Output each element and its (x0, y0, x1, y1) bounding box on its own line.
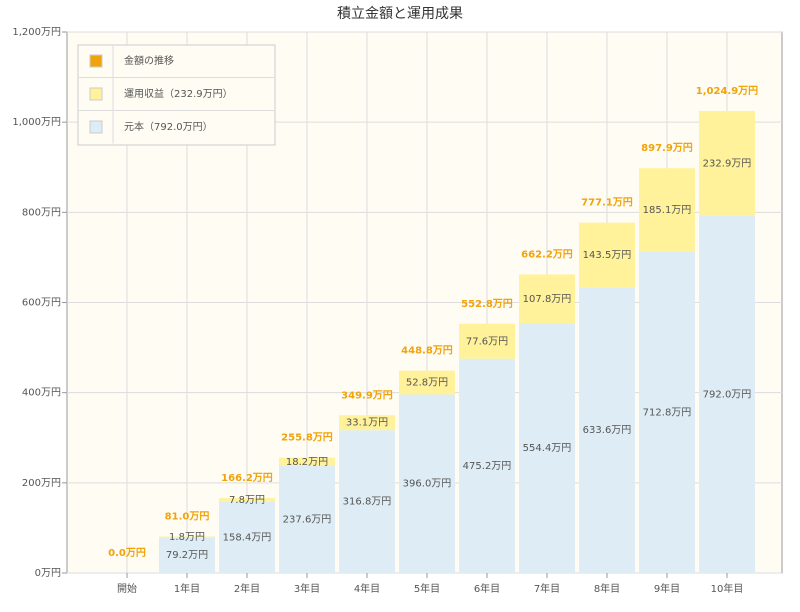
legend-label: 金額の推移 (124, 54, 174, 67)
y-tick-label: 1,200万円 (12, 27, 61, 38)
legend-label: 運用収益（232.9万円） (124, 87, 233, 100)
bar-segment (399, 370, 455, 395)
segment-label: 77.6万円 (466, 336, 508, 347)
x-tick-label: 開始 (117, 582, 137, 595)
segment-label: 712.8万円 (643, 407, 692, 418)
bar-segment (579, 222, 635, 288)
bar-segment (579, 287, 635, 573)
bar-segment (399, 394, 455, 573)
legend-swatch (89, 54, 103, 68)
bar-segment (339, 415, 395, 431)
y-tick-label: 200万円 (22, 478, 61, 489)
total-label: 448.8万円 (401, 345, 453, 357)
x-tick-label: 10年目 (711, 582, 744, 595)
segment-label: 185.1万円 (643, 205, 692, 216)
segment-label: 33.1万円 (346, 418, 388, 429)
bar-segment (699, 215, 755, 573)
bar-segment (339, 430, 395, 573)
bar-segment (159, 536, 215, 538)
segment-label: 79.2万円 (166, 550, 208, 561)
segment-label: 7.8万円 (229, 495, 265, 506)
total-label: 1,024.9万円 (696, 85, 758, 97)
bar-segment (279, 457, 335, 466)
bar-segment (519, 274, 575, 324)
segment-label: 52.8万円 (406, 378, 448, 389)
segment-label: 143.5万円 (583, 250, 632, 261)
y-tick-label: 600万円 (22, 298, 61, 309)
bar-segment (519, 323, 575, 573)
segment-label: 232.9万円 (703, 158, 752, 169)
chart-title: 積立金額と運用成果 (337, 6, 463, 22)
segment-label: 158.4万円 (223, 532, 272, 543)
x-tick-label: 8年目 (594, 582, 620, 595)
y-tick-label: 1,000万円 (12, 117, 61, 128)
segment-label: 18.2万円 (286, 457, 328, 468)
segment-label: 1.8万円 (169, 532, 205, 543)
legend-swatch (89, 87, 103, 101)
total-label: 552.8万円 (461, 298, 513, 310)
bar-segment (639, 168, 695, 252)
total-label: 897.9万円 (641, 142, 693, 154)
x-tick-label: 3年目 (294, 582, 320, 595)
total-label: 255.8万円 (281, 432, 333, 444)
bar-segment (279, 465, 335, 573)
x-tick-label: 1年目 (174, 582, 200, 595)
y-tick-label: 400万円 (22, 388, 61, 399)
legend-label: 元本（792.0万円） (124, 120, 213, 133)
total-label: 349.9万円 (341, 389, 393, 401)
x-tick-label: 2年目 (234, 582, 260, 595)
total-label: 166.2万円 (221, 472, 273, 484)
segment-label: 107.8万円 (523, 294, 572, 305)
x-tick-label: 9年目 (654, 582, 680, 595)
segment-label: 475.2万円 (463, 461, 512, 472)
bar-segment (219, 501, 275, 573)
x-tick-label: 5年目 (414, 582, 440, 595)
bar-segment (219, 498, 275, 502)
bar-segment (459, 358, 515, 573)
total-label: 777.1万円 (581, 197, 633, 209)
x-tick-label: 4年目 (354, 582, 380, 595)
segment-label: 792.0万円 (703, 389, 752, 400)
bar-segment (699, 110, 755, 216)
legend-box (77, 44, 276, 146)
segment-label: 554.4万円 (523, 443, 572, 454)
bar-segment (639, 251, 695, 573)
total-label: 81.0万円 (165, 510, 210, 522)
total-label: 0.0万円 (108, 547, 146, 559)
segment-label: 316.8万円 (343, 497, 392, 508)
bar-segment (459, 323, 515, 359)
y-tick-label: 0万円 (35, 568, 61, 579)
y-tick-label: 800万円 (22, 207, 61, 218)
segment-label: 396.0万円 (403, 479, 452, 490)
segment-label: 633.6万円 (583, 425, 632, 436)
bar-segment (159, 537, 215, 573)
total-label: 662.2万円 (521, 248, 573, 260)
segment-label: 237.6万円 (283, 514, 332, 525)
x-tick-label: 7年目 (534, 582, 560, 595)
x-tick-label: 6年目 (474, 582, 500, 595)
legend-swatch (89, 120, 103, 134)
